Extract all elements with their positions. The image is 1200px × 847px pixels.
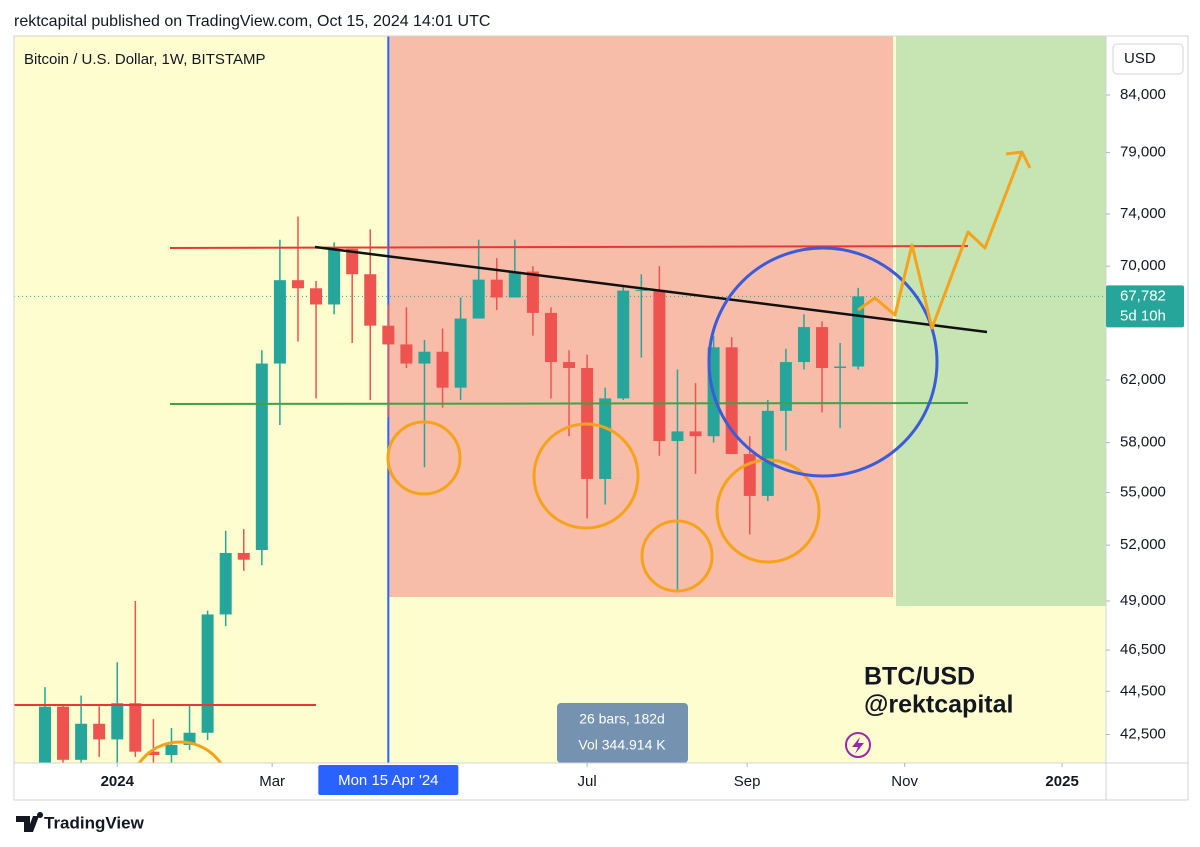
candle-body bbox=[436, 351, 449, 388]
candle-body bbox=[147, 751, 160, 756]
candle-body bbox=[508, 271, 521, 298]
y-tick-label: 44,500 bbox=[1120, 682, 1166, 699]
y-tick-label: 55,000 bbox=[1120, 483, 1166, 500]
candle-body bbox=[219, 552, 232, 615]
candle-body bbox=[346, 248, 359, 275]
candle-body bbox=[671, 431, 684, 442]
candle-body bbox=[328, 248, 341, 305]
symbol-title: Bitcoin / U.S. Dollar, 1W, BITSTAMP bbox=[24, 51, 265, 68]
candle-body bbox=[816, 327, 829, 369]
x-tick-label: Sep bbox=[734, 773, 761, 790]
y-tick-label: 52,000 bbox=[1120, 536, 1166, 553]
trend-line bbox=[314, 245, 988, 334]
candle-body bbox=[93, 723, 106, 740]
candle-body bbox=[454, 318, 467, 388]
brand-name: TradingView bbox=[44, 813, 145, 832]
annotation-text: BTC/USD bbox=[864, 663, 975, 691]
countdown-label: 5d 10h bbox=[1120, 307, 1166, 324]
candle-body bbox=[563, 362, 576, 369]
y-tick-label: 74,000 bbox=[1120, 205, 1166, 222]
candle-body bbox=[165, 744, 178, 756]
candle-body bbox=[797, 327, 810, 363]
candle-body bbox=[57, 706, 70, 760]
drawings bbox=[14, 150, 1032, 763]
candle-body bbox=[779, 362, 792, 411]
candle-body bbox=[689, 431, 702, 437]
publish-header: rektcapital published on TradingView.com… bbox=[14, 13, 490, 30]
candle-body bbox=[635, 289, 648, 291]
projection-arrowhead bbox=[1005, 150, 1032, 169]
y-tick-label: 58,000 bbox=[1120, 434, 1166, 451]
candle-body bbox=[834, 366, 847, 369]
candle-body bbox=[255, 363, 268, 551]
crosshair-label: Mon 15 Apr '24 bbox=[338, 772, 438, 789]
candle-body bbox=[75, 723, 88, 760]
candle-body bbox=[291, 280, 304, 289]
brand-logo bbox=[16, 812, 44, 832]
resistance-line bbox=[169, 245, 969, 249]
candle-body bbox=[653, 289, 666, 442]
breakout-circle bbox=[707, 246, 939, 478]
candle-body bbox=[490, 279, 503, 298]
y-tick-label: 49,000 bbox=[1120, 592, 1166, 609]
currency-button[interactable] bbox=[1112, 43, 1184, 75]
candle-body bbox=[400, 344, 413, 364]
candle-body bbox=[382, 325, 395, 345]
currency-label: USD bbox=[1124, 50, 1156, 67]
candle-body bbox=[364, 274, 377, 326]
candle-body bbox=[472, 279, 485, 319]
last-price-box bbox=[1106, 285, 1184, 328]
projection-path bbox=[857, 151, 1024, 330]
last-price-label: 67,782 bbox=[1120, 287, 1166, 304]
range-zone bbox=[388, 36, 893, 597]
candle-body bbox=[273, 280, 286, 364]
y-tick-label: 84,000 bbox=[1120, 86, 1166, 103]
candle-body bbox=[743, 454, 756, 496]
annotation-text: @rektcapital bbox=[864, 691, 1013, 719]
alert-icon-bolt bbox=[852, 737, 864, 754]
candle-body bbox=[310, 288, 323, 305]
candle-body bbox=[111, 703, 124, 740]
candle-body bbox=[725, 347, 738, 455]
candle-body bbox=[617, 290, 630, 399]
highlight-circle bbox=[715, 458, 821, 564]
x-tick-label: Mar bbox=[259, 773, 285, 790]
range-volume: Vol 344.914 K bbox=[578, 737, 666, 753]
crosshair-label-box bbox=[318, 765, 459, 795]
y-tick-label: 79,000 bbox=[1120, 144, 1166, 161]
alert-icon[interactable] bbox=[845, 732, 871, 758]
x-tick-label: Jul bbox=[578, 773, 597, 790]
price-axis bbox=[1106, 36, 1188, 763]
x-tick-label: 2024 bbox=[101, 773, 135, 790]
support-line bbox=[169, 402, 969, 405]
y-tick-label: 46,500 bbox=[1120, 641, 1166, 658]
target-zone bbox=[896, 36, 1106, 606]
candle-body bbox=[526, 271, 539, 313]
highlight-circle bbox=[640, 519, 714, 593]
chart-frame bbox=[13, 35, 1189, 801]
candle-body bbox=[237, 552, 250, 560]
candle-body bbox=[418, 351, 431, 364]
candle-body bbox=[852, 296, 865, 367]
candle-body bbox=[129, 703, 142, 752]
y-tick-label: 42,500 bbox=[1120, 725, 1166, 742]
candle-body bbox=[544, 312, 557, 363]
y-tick-label: 70,000 bbox=[1120, 257, 1166, 274]
candle-body bbox=[201, 614, 214, 733]
highlight-circle bbox=[532, 422, 640, 530]
candle-body bbox=[761, 410, 774, 496]
candle-body bbox=[599, 398, 612, 479]
y-tick-label: 62,000 bbox=[1120, 371, 1166, 388]
x-tick-label: 2025 bbox=[1045, 773, 1078, 790]
highlight-circle bbox=[137, 740, 223, 763]
range-bars: 26 bars, 182d bbox=[579, 711, 665, 727]
candle-body bbox=[38, 706, 51, 763]
highlight-circle bbox=[386, 420, 462, 496]
x-tick-label: Nov bbox=[891, 773, 918, 790]
range-info-box bbox=[557, 703, 688, 763]
